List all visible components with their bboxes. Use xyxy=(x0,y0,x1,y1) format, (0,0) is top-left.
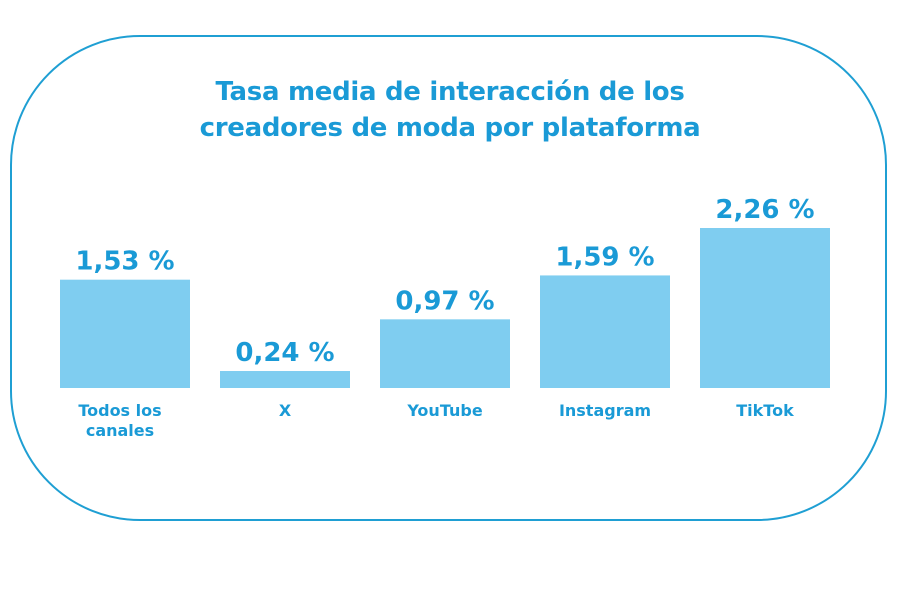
bar-instagram xyxy=(540,275,670,388)
category-label: canales xyxy=(86,421,154,440)
value-label: 0,24 % xyxy=(235,338,334,368)
rounded-frame xyxy=(10,35,887,521)
value-label: 1,59 % xyxy=(555,242,654,272)
category-label: TikTok xyxy=(736,401,794,420)
bar-x xyxy=(220,371,350,388)
category-label: X xyxy=(279,401,292,420)
value-label: 1,53 % xyxy=(75,247,174,277)
bar-tiktok xyxy=(700,228,830,388)
bar-todos-los-canales xyxy=(60,279,190,388)
chart-title-line-1: Tasa media de interacción de los xyxy=(215,77,685,107)
chart-title-line-2: creadores de moda por plataforma xyxy=(199,113,701,143)
value-label: 0,97 % xyxy=(395,286,494,316)
chart-title: Tasa media de interacción de los creador… xyxy=(0,74,900,146)
bar-youtube xyxy=(380,319,510,388)
category-label: Instagram xyxy=(559,401,651,420)
category-label: Todos los xyxy=(78,401,161,420)
category-label: YouTube xyxy=(406,401,483,420)
value-label: 2,26 % xyxy=(715,195,814,225)
